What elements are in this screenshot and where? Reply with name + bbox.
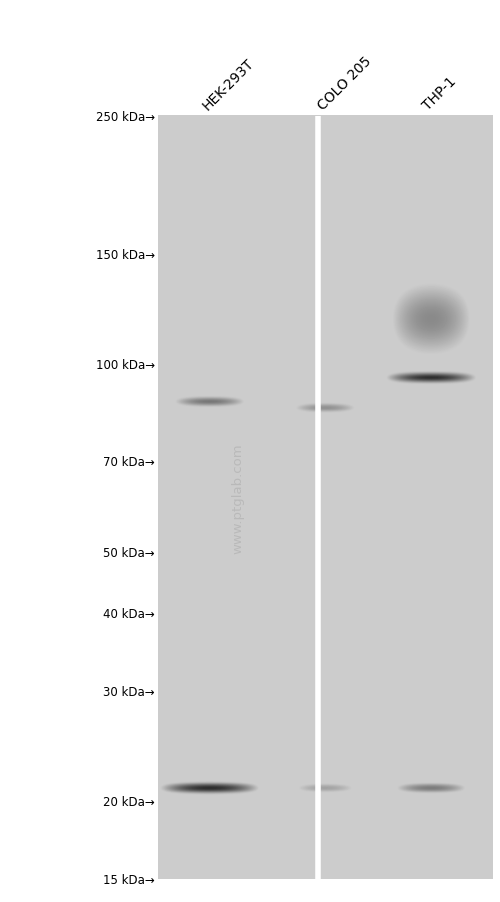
Text: HEK-293T: HEK-293T (200, 56, 256, 113)
Text: www.ptglab.com: www.ptglab.com (231, 443, 244, 554)
Text: 70 kDa→: 70 kDa→ (104, 456, 155, 469)
Text: 250 kDa→: 250 kDa→ (96, 111, 155, 124)
Text: 30 kDa→: 30 kDa→ (104, 686, 155, 698)
Text: 50 kDa→: 50 kDa→ (104, 547, 155, 560)
Text: 100 kDa→: 100 kDa→ (96, 359, 155, 372)
Text: COLO 205: COLO 205 (315, 54, 374, 113)
Text: 40 kDa→: 40 kDa→ (104, 607, 155, 621)
Text: 20 kDa→: 20 kDa→ (104, 795, 155, 808)
Text: 150 kDa→: 150 kDa→ (96, 249, 155, 262)
Text: THP-1: THP-1 (420, 74, 460, 113)
Text: 15 kDa→: 15 kDa→ (104, 873, 155, 886)
Bar (158, 117, 492, 879)
